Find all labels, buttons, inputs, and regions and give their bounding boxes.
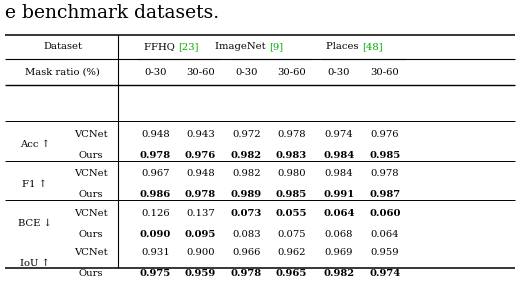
Text: VCNet: VCNet (74, 209, 108, 218)
Text: 0.931: 0.931 (141, 248, 170, 257)
Text: 0.974: 0.974 (369, 269, 400, 278)
Text: [48]: [48] (362, 42, 383, 51)
Text: [9]: [9] (269, 42, 283, 51)
Text: 0.083: 0.083 (232, 230, 261, 239)
Text: 30-60: 30-60 (370, 67, 399, 77)
Text: 0.900: 0.900 (186, 248, 215, 257)
Text: 0.989: 0.989 (231, 190, 262, 199)
Text: 0.959: 0.959 (371, 248, 399, 257)
Text: 0.090: 0.090 (140, 230, 171, 239)
Text: 0-30: 0-30 (328, 67, 350, 77)
Text: 0.985: 0.985 (276, 190, 307, 199)
Text: 0.966: 0.966 (232, 248, 261, 257)
Text: 0.980: 0.980 (277, 169, 306, 178)
Text: 0.978: 0.978 (185, 190, 216, 199)
Text: Ours: Ours (79, 230, 103, 239)
Text: FFHQ: FFHQ (144, 42, 178, 51)
Text: 0.943: 0.943 (186, 130, 215, 139)
Text: 0.978: 0.978 (277, 130, 306, 139)
Text: 0.969: 0.969 (324, 248, 353, 257)
Text: 0.095: 0.095 (185, 230, 216, 239)
Text: 0.991: 0.991 (323, 190, 355, 199)
Text: 0.055: 0.055 (276, 209, 307, 218)
Text: Acc ↑: Acc ↑ (20, 140, 50, 149)
Text: 0.974: 0.974 (324, 130, 354, 139)
Text: 0.985: 0.985 (369, 151, 400, 160)
Text: 0.978: 0.978 (231, 269, 262, 278)
Text: 0.073: 0.073 (230, 209, 262, 218)
Text: VCNet: VCNet (74, 130, 108, 139)
Text: 0.064: 0.064 (371, 230, 399, 239)
Text: 0.983: 0.983 (276, 151, 307, 160)
Text: 0.126: 0.126 (141, 209, 170, 218)
Text: 0.978: 0.978 (371, 169, 399, 178)
Text: 0.982: 0.982 (323, 269, 355, 278)
Text: Mask ratio (%): Mask ratio (%) (25, 67, 100, 77)
Text: 30-60: 30-60 (277, 67, 306, 77)
Text: 0.075: 0.075 (277, 230, 306, 239)
Text: 0.984: 0.984 (324, 169, 354, 178)
Text: VCNet: VCNet (74, 248, 108, 257)
Text: 0.976: 0.976 (371, 130, 399, 139)
Text: 0.064: 0.064 (323, 209, 355, 218)
Text: ImageNet: ImageNet (215, 42, 269, 51)
Text: Dataset: Dataset (43, 42, 82, 51)
Text: F1 ↑: F1 ↑ (22, 180, 47, 189)
Text: 0.948: 0.948 (141, 130, 170, 139)
Text: 0.965: 0.965 (276, 269, 307, 278)
Text: 0.967: 0.967 (141, 169, 170, 178)
Text: 0.975: 0.975 (140, 269, 171, 278)
Text: 0.987: 0.987 (369, 190, 400, 199)
Text: 0.948: 0.948 (186, 169, 215, 178)
Text: 0-30: 0-30 (235, 67, 257, 77)
Text: [23]: [23] (178, 42, 199, 51)
Text: Ours: Ours (79, 269, 103, 278)
Text: 0.962: 0.962 (277, 248, 306, 257)
Text: 0.060: 0.060 (369, 209, 400, 218)
Text: 30-60: 30-60 (186, 67, 215, 77)
Text: 0.982: 0.982 (231, 151, 262, 160)
Text: 0.986: 0.986 (140, 190, 171, 199)
Text: 0.976: 0.976 (185, 151, 216, 160)
Text: 0.984: 0.984 (323, 151, 355, 160)
Text: 0.137: 0.137 (186, 209, 215, 218)
Text: 0.972: 0.972 (232, 130, 261, 139)
Text: 0.982: 0.982 (232, 169, 261, 178)
Text: Places: Places (326, 42, 362, 51)
Text: 0-30: 0-30 (144, 67, 167, 77)
Text: 0.068: 0.068 (324, 230, 353, 239)
Text: BCE ↓: BCE ↓ (18, 219, 51, 228)
Text: Ours: Ours (79, 151, 103, 160)
Text: 0.978: 0.978 (140, 151, 171, 160)
Text: VCNet: VCNet (74, 169, 108, 178)
Text: e benchmark datasets.: e benchmark datasets. (5, 4, 219, 22)
Text: 0.959: 0.959 (185, 269, 216, 278)
Text: IoU ↑: IoU ↑ (20, 259, 50, 268)
Text: Ours: Ours (79, 190, 103, 199)
